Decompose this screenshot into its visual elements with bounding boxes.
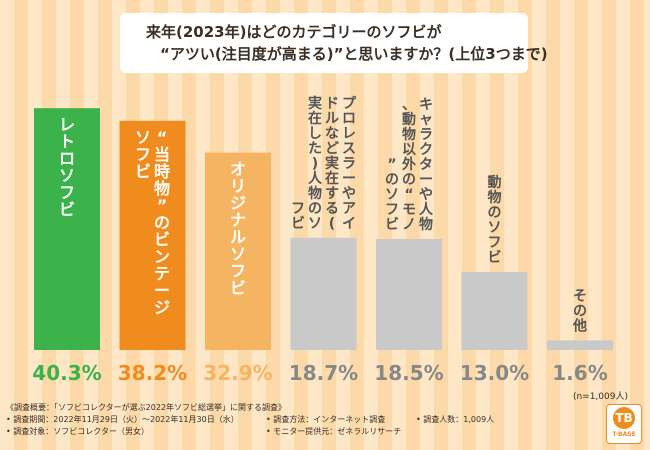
category-label-1: レトロソフビ — [59, 115, 75, 219]
logo-mark: TB — [613, 407, 635, 429]
category-label-5: キャラクターや人物、動物以外の“モノ”のソフビ — [385, 97, 434, 233]
value-label-1: 40.3% — [32, 361, 101, 385]
value-label-6: 13.0% — [460, 361, 529, 385]
sample-size-note: (n=1,009人) — [572, 392, 628, 402]
category-label-6: 動物のソフビ — [488, 174, 502, 266]
survey-period: • 調査期間：2022年11月29日（火）～2022年11月30日（水） — [6, 415, 239, 424]
value-label-4: 18.7% — [289, 361, 358, 385]
value-label-3: 32.9% — [203, 361, 272, 385]
chart-title-line1: 来年(2023年)はどのカテゴリーのソフビが — [146, 23, 442, 41]
title-box: 来年(2023年)はどのカテゴリーのソフビが “アツい(注目度が高まる)”と思い… — [120, 13, 548, 73]
value-label-5: 18.5% — [374, 361, 443, 385]
chart-title-line2: “アツい(注目度が高まる)”と思いますか？(上位3つまで) — [160, 45, 548, 63]
bar-2 — [119, 120, 186, 350]
value-label-2: 38.2% — [118, 361, 187, 385]
survey-target: • 調査対象：ソフビコレクター（男女） — [6, 427, 149, 436]
category-label-2: “当時物”のビンテージソフビ — [135, 128, 170, 317]
category-label-3: オリジナルソフビ — [230, 160, 246, 298]
survey-method: • 調査方法：インターネット調査 — [266, 415, 386, 424]
brand-logo: TB T-BASE — [606, 404, 642, 444]
survey-count: • 調査人数：1,009人 — [416, 415, 495, 424]
category-label-4: プロレスラーやアイドルなど実在する(実在した)人物のソフビ — [291, 95, 357, 232]
bar-4 — [290, 237, 357, 350]
bar-6 — [461, 272, 528, 350]
category-label-7: その他 — [572, 288, 587, 334]
survey-footer: 《調査概要：「ソフビコレクターが選ぶ2022年ソフビ総選挙」に関する調査》 • … — [6, 402, 596, 444]
bar-1 — [34, 108, 100, 350]
survey-provider: • モニター提供元：ゼネラルリサーチ — [266, 427, 402, 436]
value-label-7: 1.6% — [552, 361, 607, 385]
bar-5 — [376, 239, 442, 350]
logo-text: T-BASE — [612, 431, 636, 438]
survey-heading: 《調査概要：「ソフビコレクターが選ぶ2022年ソフビ総選挙」に関する調査》 — [6, 403, 287, 412]
bar-7 — [547, 340, 613, 350]
bar-chart: レトロソフビ 40.3% “当時物”のビンテージソフビ 38.2% オリジナルソフビ 32… — [32, 95, 613, 385]
bar-3 — [205, 152, 271, 350]
